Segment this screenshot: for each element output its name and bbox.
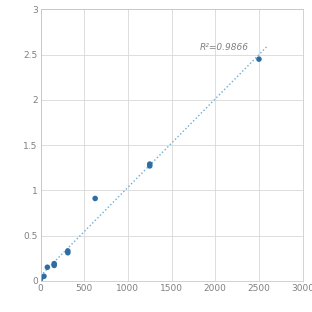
Point <box>52 261 57 266</box>
Point <box>147 162 152 167</box>
Point <box>52 263 57 268</box>
Point <box>93 196 98 201</box>
Point <box>41 274 46 279</box>
Point <box>256 57 261 62</box>
Point <box>38 276 43 281</box>
Point <box>147 163 152 168</box>
Point <box>65 250 70 255</box>
Text: R²=0.9866: R²=0.9866 <box>200 43 249 52</box>
Point <box>65 248 70 253</box>
Point <box>45 265 50 270</box>
